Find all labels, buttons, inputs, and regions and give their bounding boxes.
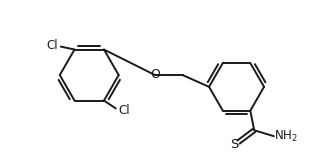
Text: Cl: Cl: [119, 104, 130, 117]
Text: S: S: [230, 137, 239, 151]
Text: Cl: Cl: [46, 39, 58, 52]
Text: NH$_2$: NH$_2$: [274, 129, 298, 144]
Text: O: O: [150, 68, 160, 81]
